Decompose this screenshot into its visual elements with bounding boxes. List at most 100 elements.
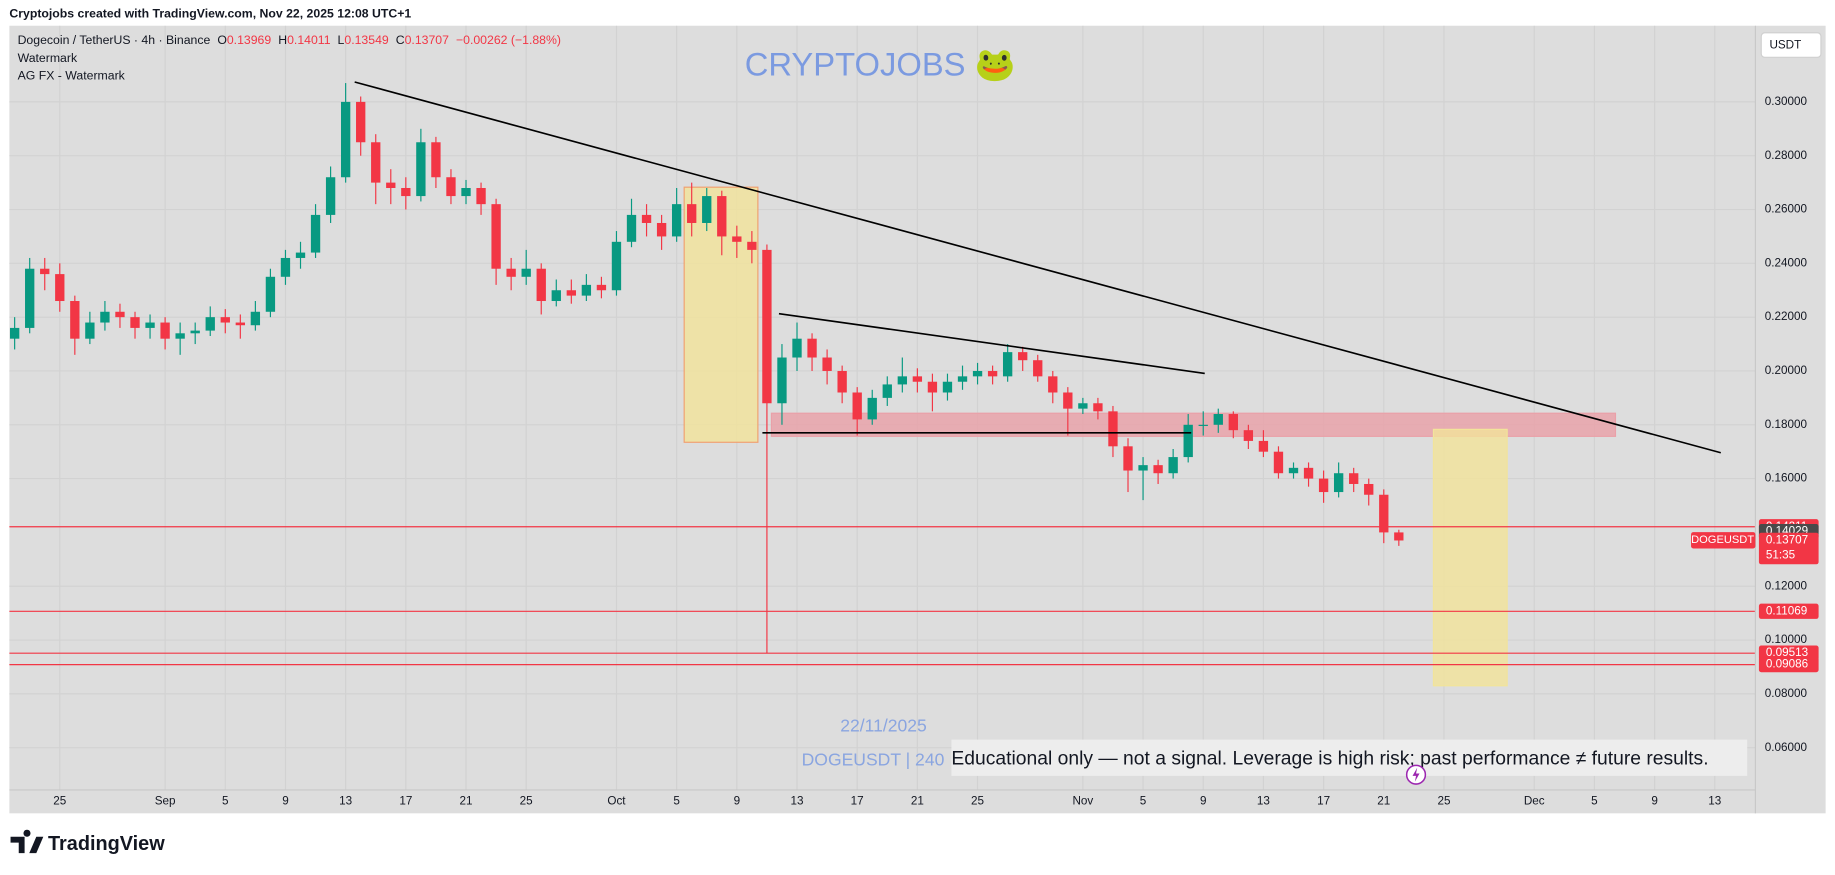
candle-body bbox=[611, 241, 622, 291]
y-tick-label: 0.06000 bbox=[1765, 741, 1808, 754]
h-label: H bbox=[278, 33, 287, 47]
symbol: Dogecoin / TetherUS · 4h · Binance bbox=[18, 33, 211, 47]
candle-body bbox=[1108, 411, 1118, 447]
x-tick-label: 25 bbox=[520, 795, 534, 808]
candle-body bbox=[130, 317, 140, 328]
level-label: 0.09513 bbox=[1766, 646, 1808, 659]
y-tick-label: 0.08000 bbox=[1765, 687, 1808, 700]
currency-button[interactable] bbox=[1760, 32, 1822, 58]
x-tick-label: Oct bbox=[607, 795, 626, 808]
candle-body bbox=[551, 290, 561, 302]
candle-body bbox=[1243, 430, 1254, 441]
y-tick-label: 0.12000 bbox=[1765, 579, 1808, 592]
candle-body bbox=[280, 257, 291, 277]
x-tick-label: Dec bbox=[1524, 795, 1545, 808]
candle-body bbox=[882, 384, 892, 398]
candle-body bbox=[852, 392, 862, 420]
x-tick-label: 5 bbox=[222, 795, 229, 808]
x-tick-label: 21 bbox=[911, 795, 924, 808]
x-tick-label: 13 bbox=[1257, 795, 1270, 808]
candle-body bbox=[702, 196, 712, 223]
candle-body bbox=[671, 204, 682, 237]
logo: TradingView bbox=[48, 833, 165, 855]
x-tick-label: 5 bbox=[1591, 795, 1598, 808]
candle-body bbox=[1213, 414, 1223, 425]
candle-body bbox=[792, 338, 802, 358]
level-label: 0.09086 bbox=[1766, 658, 1808, 671]
credit: Cryptojobs created with TradingView.com,… bbox=[9, 6, 411, 20]
candle-body bbox=[461, 187, 471, 197]
candle-body bbox=[431, 142, 441, 178]
candle-body bbox=[1033, 360, 1043, 377]
symbol-stamp: DOGEUSDT | 240 bbox=[802, 749, 945, 769]
candle-body bbox=[1198, 424, 1208, 426]
candle-body bbox=[295, 252, 306, 258]
candle-body bbox=[310, 214, 321, 253]
candle-body bbox=[1063, 392, 1073, 409]
x-tick-label: 9 bbox=[1651, 795, 1658, 808]
x-tick-label: 17 bbox=[1317, 795, 1330, 808]
x-tick-label: 9 bbox=[282, 795, 289, 808]
l-label: L bbox=[338, 33, 345, 47]
candle-body bbox=[777, 357, 787, 404]
x-tick-label: 13 bbox=[1708, 795, 1721, 808]
x-tick-label: Sep bbox=[155, 795, 176, 808]
level-tag bbox=[1758, 657, 1819, 673]
brand: CRYPTOJOBS 🐸 bbox=[745, 45, 1016, 82]
y-tick-label: 0.18000 bbox=[1765, 418, 1808, 431]
legend: Dogecoin / TetherUS · 4h · Binance O0.139… bbox=[18, 33, 561, 47]
date-stamp: 22/11/2025 bbox=[840, 715, 927, 735]
h-value: 0.14011 bbox=[287, 33, 331, 47]
candle-body bbox=[190, 330, 200, 334]
candle-body bbox=[762, 249, 772, 404]
candle-body bbox=[536, 268, 546, 302]
o-value: 0.13969 bbox=[227, 33, 272, 47]
last-price-tag bbox=[1758, 532, 1819, 565]
candle-body bbox=[55, 274, 65, 302]
candle-body bbox=[1168, 457, 1178, 474]
x-tick-label: 13 bbox=[339, 795, 352, 808]
candle-body bbox=[100, 311, 110, 323]
candle-body bbox=[250, 311, 261, 326]
candle-body bbox=[641, 214, 652, 223]
candle-body bbox=[386, 182, 396, 188]
candle-body bbox=[9, 327, 20, 339]
y-tick-label: 0.10000 bbox=[1765, 633, 1808, 646]
candle-body bbox=[1258, 440, 1269, 452]
candle-body bbox=[1318, 478, 1329, 493]
watermark-2: AG FX - Watermark bbox=[18, 68, 126, 82]
alert-bolt bbox=[1412, 767, 1420, 782]
candle-body bbox=[987, 370, 998, 377]
candle-body bbox=[265, 276, 276, 312]
candle-body bbox=[446, 177, 456, 197]
candle-body bbox=[927, 381, 938, 393]
candle-body bbox=[867, 397, 877, 420]
x-tick-label: 25 bbox=[971, 795, 985, 808]
candle-body bbox=[371, 142, 381, 183]
candle-body bbox=[972, 370, 983, 377]
candle-body bbox=[205, 317, 215, 331]
candle-body bbox=[1048, 376, 1058, 393]
y-tick-label: 0.26000 bbox=[1765, 203, 1808, 216]
x-tick-label: 17 bbox=[851, 795, 864, 808]
currency[interactable]: USDT bbox=[1769, 39, 1801, 52]
candle-body bbox=[596, 284, 607, 291]
candle-body bbox=[656, 222, 667, 237]
candle-body bbox=[1394, 532, 1404, 541]
candle-body bbox=[1138, 465, 1148, 471]
candle-body bbox=[1078, 403, 1088, 409]
l-value: 0.13549 bbox=[344, 33, 389, 47]
x-tick-label: 5 bbox=[673, 795, 680, 808]
zone bbox=[1432, 428, 1508, 687]
candle-body bbox=[747, 241, 757, 250]
o-label: O bbox=[217, 33, 227, 47]
candle-body bbox=[476, 187, 486, 205]
candle-body bbox=[1364, 483, 1374, 495]
candle-body bbox=[145, 322, 155, 328]
candle-body bbox=[325, 177, 336, 215]
level-tag bbox=[1758, 645, 1819, 661]
candle-body bbox=[25, 268, 35, 328]
candle-body bbox=[1333, 473, 1344, 493]
